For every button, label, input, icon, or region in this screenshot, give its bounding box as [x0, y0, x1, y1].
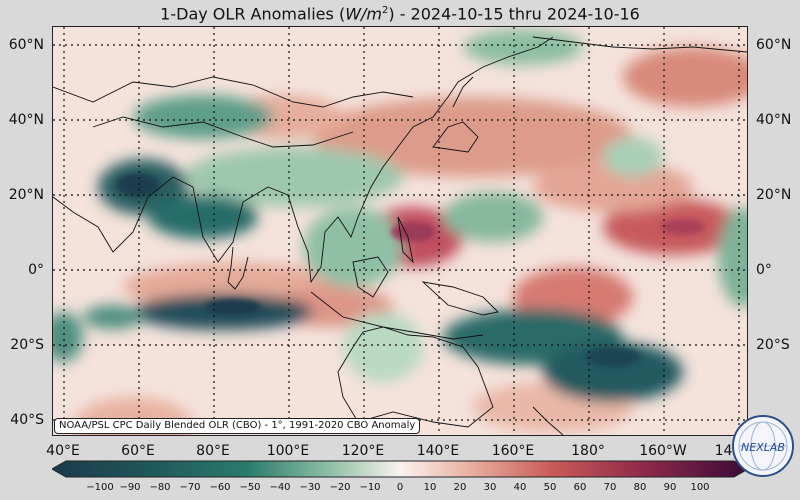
lat-label-left-20s: 20°S [10, 337, 44, 353]
lat-label-left-40s: 40°S [10, 412, 44, 428]
colorbar-tick-label: 70 [603, 482, 617, 493]
colorbar-tick-label: 50 [543, 482, 557, 493]
colorbar-tick-label: −20 [329, 482, 351, 493]
colorbar-tick-label: −40 [269, 482, 291, 493]
logo-text: NEXLAB [741, 441, 785, 454]
colorbar-tick-label: −30 [299, 482, 321, 493]
colorbar-tick-label: −70 [179, 482, 201, 493]
lat-label-right-20n: 20°N [756, 187, 792, 203]
colorbar-tick-label: 80 [633, 482, 647, 493]
anomaly-field [53, 27, 747, 435]
olr-anomaly-map [52, 26, 748, 436]
lat-label-left-60n: 60°N [8, 37, 44, 53]
lat-label-right-20s: 20°S [756, 337, 790, 353]
colorbar-tick-label: 0 [396, 482, 404, 493]
colorbar-tick-label: −60 [209, 482, 231, 493]
colorbar-tick-label: 100 [690, 482, 710, 493]
lon-label-100e: 100°E [266, 443, 310, 459]
colorbar-tick-label: −10 [359, 482, 381, 493]
lon-label-160e: 160°E [491, 443, 535, 459]
colorbar-tick-label: 90 [663, 482, 677, 493]
colorbar-tick-label: −90 [119, 482, 141, 493]
colorbar-tick-label: −100 [86, 482, 114, 493]
colorbar-tick-label: 40 [513, 482, 527, 493]
lat-label-right-equator: 0° [756, 262, 772, 278]
data-source-attribution: NOAA/PSL CPC Daily Blended OLR (CBO) - 1… [54, 418, 421, 434]
colorbar-tick-label: 60 [573, 482, 587, 493]
lon-label-140e: 140°E [416, 443, 460, 459]
nexlab-globe-logo-icon: NEXLAB [732, 415, 794, 477]
colorbar-tick-label: 10 [423, 482, 437, 493]
colorbar-tick-label: −80 [149, 482, 171, 493]
lat-label-left-40n: 40°N [8, 112, 44, 128]
lon-label-180: 180° [571, 443, 605, 459]
lat-label-right-60n: 60°N [756, 37, 792, 53]
colorbar-tick-label: 20 [453, 482, 467, 493]
lat-label-right-40n: 40°N [756, 112, 792, 128]
lon-label-60e: 60°E [121, 443, 155, 459]
colorbar [52, 460, 748, 478]
lat-label-left-20n: 20°N [8, 187, 44, 203]
lon-label-80e: 80°E [196, 443, 230, 459]
colorbar-tick-label: 30 [483, 482, 497, 493]
colorbar-tick-label: −50 [239, 482, 261, 493]
lat-label-left-equator: 0° [28, 262, 44, 278]
lon-label-120e: 120°E [341, 443, 385, 459]
lon-label-160w: 160°W [639, 443, 687, 459]
map-title: 1-Day OLR Anomalies (W/m2) - 2024-10-15 … [160, 4, 640, 24]
lon-label-40e: 40°E [46, 443, 80, 459]
coastlines [53, 36, 747, 435]
anomaly-patches [53, 29, 747, 435]
